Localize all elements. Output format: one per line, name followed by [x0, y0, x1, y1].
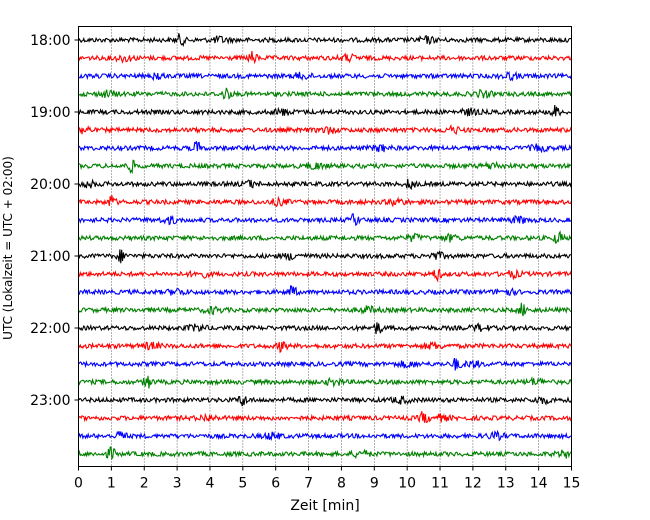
y-tick-label: 20:00	[30, 177, 70, 193]
trace-line	[77, 446, 572, 461]
y-axis: 18:00 19:00 20:00 21:00 22:00 23:00	[30, 33, 79, 409]
x-tick-label: 6	[271, 476, 280, 492]
plot-frame	[78, 26, 572, 467]
x-tick-label: 8	[337, 476, 346, 492]
trace-line	[78, 141, 573, 154]
trace-line	[78, 178, 573, 191]
y-tick-label: 22:00	[30, 321, 70, 337]
trace-line	[78, 302, 572, 317]
x-tick-label: 3	[173, 476, 182, 492]
trace-line	[78, 411, 573, 424]
vertical-grid	[111, 26, 539, 467]
y-tick-label: 19:00	[30, 105, 70, 121]
x-tick-label: 0	[74, 476, 83, 492]
trace-line	[78, 340, 572, 354]
x-tick-label: 12	[464, 476, 482, 492]
trace-line	[78, 87, 573, 100]
traces	[77, 33, 573, 461]
trace-line	[77, 375, 573, 389]
y-tick-label: 21:00	[30, 249, 70, 265]
trace-line	[78, 322, 572, 335]
y-axis-label: UTC (Lokalzeit = UTC + 02:00)	[1, 156, 15, 340]
trace-line	[77, 195, 573, 208]
x-tick-label: 10	[398, 476, 416, 492]
trace-line	[78, 159, 572, 175]
trace-line	[78, 213, 572, 227]
trace-line	[77, 249, 572, 264]
x-tick-label: 5	[238, 476, 247, 492]
trace-line	[78, 429, 572, 442]
x-tick-label: 13	[497, 476, 515, 492]
trace-line	[77, 50, 573, 65]
y-tick-label: 23:00	[30, 393, 70, 409]
y-tick-label: 18:00	[30, 33, 70, 49]
trace-line	[78, 104, 572, 118]
x-tick-label: 2	[140, 476, 149, 492]
trace-line	[78, 357, 573, 371]
trace-line	[78, 285, 572, 297]
trace-line	[78, 230, 572, 244]
x-tick-label: 11	[431, 476, 449, 492]
trace-line	[78, 70, 573, 82]
x-axis-label: Zeit [min]	[290, 498, 359, 514]
x-tick-label: 9	[370, 476, 379, 492]
x-tick-label: 4	[206, 476, 215, 492]
x-tick-label: 1	[107, 476, 116, 492]
trace-line	[78, 268, 573, 283]
trace-line	[78, 123, 572, 136]
x-tick-label: 7	[304, 476, 313, 492]
x-tick-label: 14	[530, 476, 548, 492]
x-axis: 0 1 2 3 4 5 6 7 8 9 10 11 12 13 14 15	[74, 466, 581, 492]
trace-line	[78, 33, 572, 48]
trace-line	[78, 395, 573, 407]
x-tick-label: 15	[563, 476, 581, 492]
